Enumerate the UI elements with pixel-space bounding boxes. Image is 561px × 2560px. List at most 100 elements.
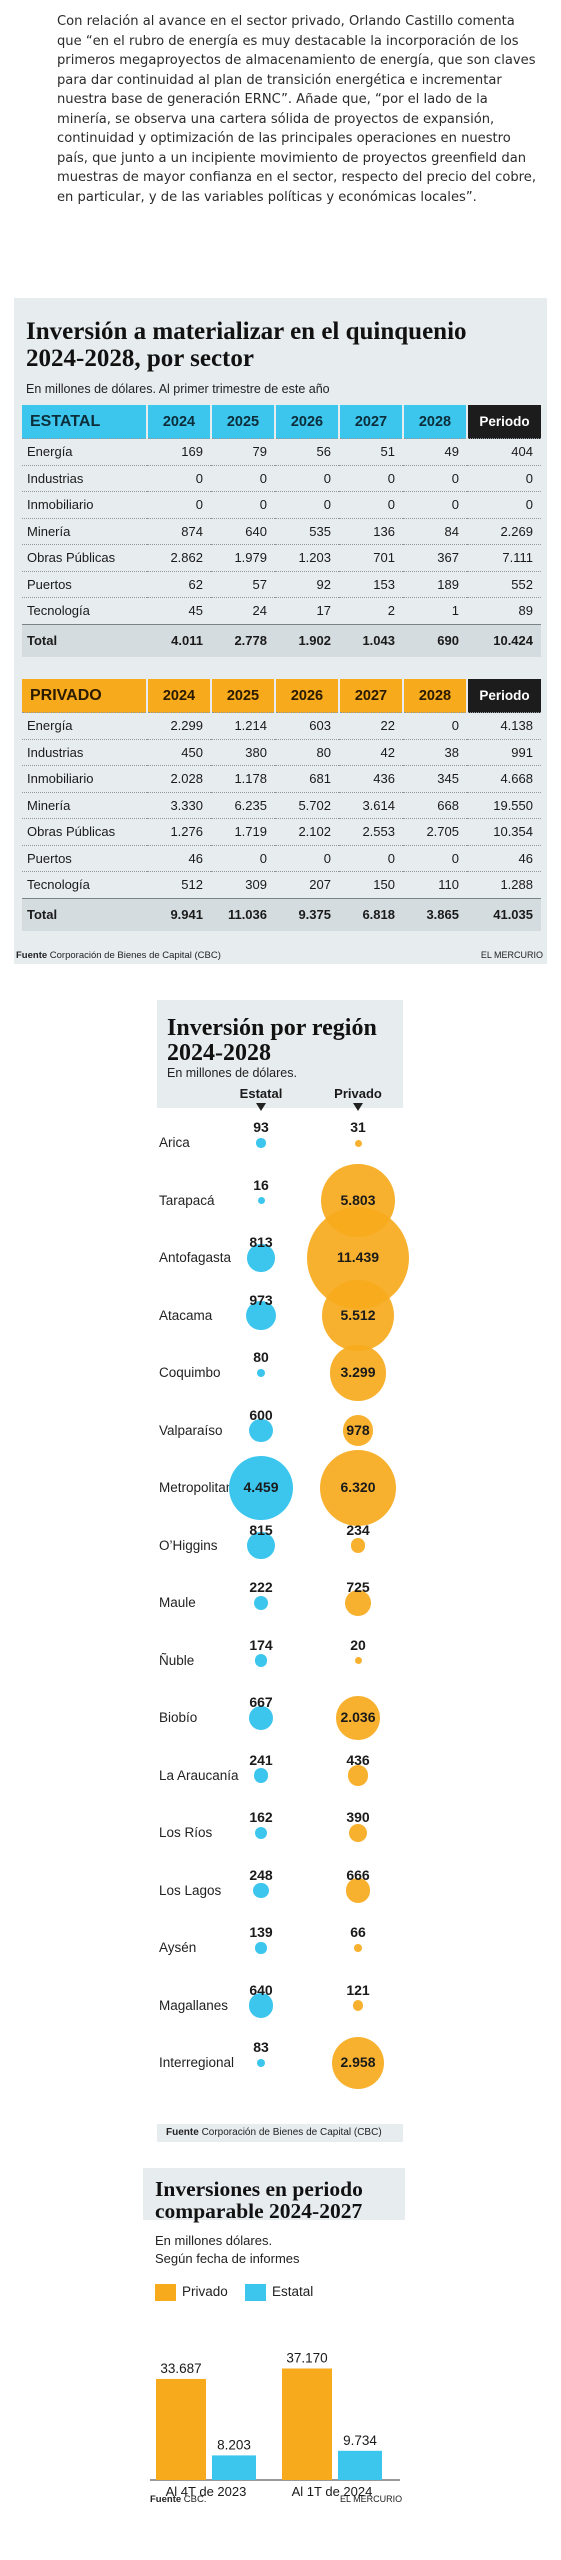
period-header: Periodo (466, 405, 541, 439)
region-name: Biobío (159, 1710, 198, 1725)
table-row: Minería 3.330 6.235 5.702 3.614 668 19.550 (22, 791, 541, 819)
year-header: 2028 (402, 405, 467, 439)
table-cell: 110 (403, 871, 467, 898)
estatal-value: 162 (249, 1809, 273, 1825)
comparable-chart-subtitle: En millones dólares. Según fecha de infor… (155, 2232, 300, 2268)
region-name: Los Lagos (159, 1882, 222, 1898)
table-row: Tecnología 45 24 17 2 1 89 (22, 597, 541, 624)
table-cell: 22 (339, 712, 403, 739)
year-header: 2024 (146, 679, 211, 713)
total-cell: 690 (403, 623, 467, 657)
table-row: Tecnología 512 309 207 150 110 1.288 (22, 871, 541, 898)
privado-bubble (319, 1449, 397, 1527)
table-row: Puertos 46 0 0 0 0 46 (22, 844, 541, 872)
privado-bubble (322, 1279, 394, 1352)
table-cell: 153 (339, 570, 403, 598)
table-cell: 1.288 (467, 871, 541, 898)
table-cell: 0 (275, 464, 339, 492)
total-cell: 41.035 (467, 897, 541, 931)
year-header: 2028 (402, 679, 467, 713)
table-cell: 169 (147, 438, 211, 465)
estatal-bubble (257, 1197, 265, 1204)
col-header-estatal: Estatal (239, 1086, 283, 1101)
row-label: Total (22, 897, 147, 931)
estatal-bubble (247, 1244, 275, 1272)
bar-estatal (338, 2450, 382, 2480)
table-cell: 24 (211, 597, 275, 624)
privado-value: 666 (346, 1866, 370, 1883)
privado-label: PRIVADO (22, 679, 147, 713)
table-cell: 0 (339, 491, 403, 518)
region-name: La Araucanía (159, 1767, 239, 1783)
privado-value: 3.299 (340, 1364, 376, 1380)
bar-privado (282, 2368, 332, 2480)
data-label: 37.170 (286, 2350, 327, 2365)
source-label: Fuente (150, 2494, 182, 2505)
region-name: Ñuble (159, 1652, 195, 1668)
table-row: Inmobiliario 0 0 0 0 0 0 (22, 491, 541, 518)
brand-mark: EL MERCURIO (340, 2494, 403, 2504)
table-cell: 4.138 (467, 712, 541, 739)
table-row: Energía 169 79 56 51 49 404 (22, 438, 541, 465)
table-cell: 136 (339, 517, 403, 545)
privado-table: PRIVADO 2024 2025 2026 2027 2028 Periodo Energ… (22, 679, 541, 931)
table-cell: 92 (275, 570, 339, 598)
estatal-bubble (255, 1942, 267, 1954)
region-chart-footer (157, 2124, 403, 2142)
estatal-bubble (249, 1418, 273, 1443)
privado-value: 11.439 (336, 1249, 380, 1265)
table-cell: 207 (275, 871, 339, 898)
estatal-value: 174 (249, 1636, 273, 1653)
estatal-bubble (246, 1300, 276, 1331)
table-cell: 552 (467, 570, 541, 598)
table-cell: 1.276 (147, 818, 211, 845)
row-label: Tecnología (22, 871, 147, 898)
estatal-value: 80 (253, 1349, 269, 1365)
table-row: Industrias 0 0 0 0 0 0 (22, 464, 541, 492)
table-row: Obras Públicas 1.276 1.719 2.102 2.553 2.705 1… (22, 818, 541, 845)
region-name: Tarapacá (159, 1192, 215, 1208)
table-cell: 2.269 (467, 517, 541, 545)
col-header-privado: Privado (334, 1086, 382, 1101)
table-cell: 1.203 (275, 544, 339, 571)
estatal-bubble (253, 1768, 269, 1783)
table-cell: 2.102 (275, 818, 339, 845)
total-row: Total 9.941 11.036 9.375 6.818 3.865 41.035 (22, 897, 541, 931)
privado-bubble (350, 1538, 366, 1553)
table-row: Energía 2.299 1.214 603 22 0 4.138 (22, 712, 541, 739)
comparable-bar-chart: 33.687 8.203 Al 4T de 2023 37.170 9.734 Al 1T… (150, 2350, 400, 2499)
estatal-value: 83 (253, 2039, 269, 2055)
table-cell: 512 (147, 871, 211, 898)
comparable-chart-title: Inversiones en periodo comparable 2024-2… (155, 2177, 363, 2223)
table-cell: 79 (211, 438, 275, 465)
estatal-bubble (248, 1993, 274, 2018)
privado-bubble (354, 1139, 362, 1147)
region-name: Maule (159, 1595, 196, 1610)
row-label: Energía (22, 438, 147, 465)
row-label: Industrias (22, 464, 147, 492)
table-cell: 1.178 (211, 765, 275, 792)
privado-bubble (345, 1590, 371, 1616)
table-cell: 0 (403, 491, 467, 518)
region-name: Aysén (159, 1940, 197, 1955)
table-cell: 56 (275, 438, 339, 465)
table-cell: 3.614 (339, 791, 403, 819)
row-label: Energía (22, 712, 147, 739)
year-header: 2026 (274, 405, 339, 439)
row-label: Total (22, 623, 147, 657)
row-label: Puertos (22, 844, 147, 872)
table-cell: 2.299 (147, 712, 211, 739)
privado-body: Energía 2.299 1.214 603 22 0 4.138 Industrias 45… (22, 712, 541, 931)
estatal-bubble (253, 1595, 269, 1611)
table-cell: 3.330 (147, 791, 211, 819)
table-cell: 640 (211, 517, 275, 545)
region-chart-header: Inversión por región 2024-2028 En millon… (157, 1000, 403, 1108)
year-header: 2025 (210, 679, 275, 713)
table-cell: 0 (275, 844, 339, 872)
privado-value: 390 (346, 1809, 370, 1825)
table-row: Puertos 62 57 92 153 189 552 (22, 570, 541, 598)
legend-label-privado: Privado (182, 2284, 228, 2299)
table-cell: 2.705 (403, 818, 467, 845)
estatal-bubble (256, 1138, 266, 1148)
privado-bubble (347, 1765, 368, 1786)
